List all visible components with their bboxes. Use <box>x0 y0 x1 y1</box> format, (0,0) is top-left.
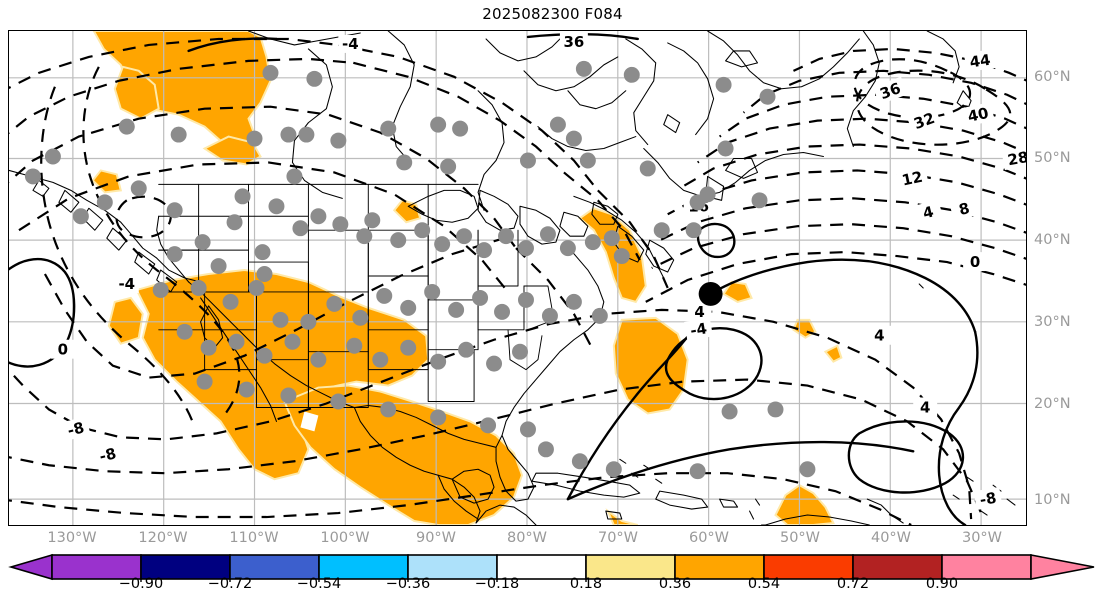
lat-tick-60n: 60°N <box>1034 69 1071 85</box>
contour-label: -8 <box>66 418 86 439</box>
lon-tick-60w: 60°W <box>688 530 730 546</box>
colorbar-tick: 0.18 <box>569 576 603 592</box>
lat-tick-10n: 10°N <box>1034 492 1071 508</box>
colorbar-tick: 0.54 <box>747 576 781 592</box>
lon-tick-130w: 130°W <box>47 530 97 546</box>
lon-tick-30w: 30°W <box>961 530 1003 546</box>
contour-label: 28 <box>1006 148 1026 169</box>
lon-tick-70w: 70°W <box>597 530 639 546</box>
map-canvas: -4 36 44 40 36 32 28 12 16 8 4 0 -4 0 -8… <box>9 31 1026 525</box>
lon-tick-100w: 100°W <box>320 530 370 546</box>
colorbar-extend-min-arrow <box>8 553 53 581</box>
contour-label: 44 <box>969 51 992 72</box>
lon-tick-50w: 50°W <box>779 530 821 546</box>
contour-label: -8 <box>978 489 997 510</box>
contour-label: -8 <box>98 444 118 465</box>
tropical-cyclone-marker[interactable] <box>698 281 723 306</box>
contour-label: 40 <box>966 104 990 126</box>
colorbar-tick: 0.90 <box>925 576 959 592</box>
lat-tick-20n: 20°N <box>1034 396 1071 412</box>
contours-solid-positive <box>9 33 979 525</box>
contour-labels: -4 36 44 40 36 32 28 12 16 8 4 0 -4 0 -8… <box>50 33 1026 511</box>
colorbar[interactable]: −0.90 −0.72 −0.54 −0.36 −0.18 0.18 0.36 … <box>0 552 1105 615</box>
lon-tick-120w: 120°W <box>138 530 188 546</box>
colorbar-tick: −0.54 <box>296 576 342 592</box>
colorbar-tick: −0.90 <box>118 576 164 592</box>
contour-label: 0 <box>970 253 980 271</box>
lon-tick-90w: 90°W <box>415 530 457 546</box>
contour-label: 12 <box>900 168 924 190</box>
colorbar-tick: −0.18 <box>474 576 520 592</box>
colorbar-tick: 0.36 <box>658 576 692 592</box>
contour-label: 8 <box>957 199 971 219</box>
contour-label: 4 <box>694 303 704 321</box>
shaded-anomaly-regions <box>91 31 843 525</box>
lon-tick-110w: 110°W <box>229 530 279 546</box>
lat-tick-50n: 50°N <box>1034 150 1071 166</box>
contour-label: 0 <box>58 341 68 359</box>
lat-tick-30n: 30°N <box>1034 314 1071 330</box>
colorbar-tick: 0.72 <box>836 576 870 592</box>
contour-label: 4 <box>920 398 930 416</box>
lon-tick-40w: 40°W <box>870 530 912 546</box>
lon-tick-80w: 80°W <box>506 530 548 546</box>
colorbar-tick: −0.72 <box>207 576 253 592</box>
contour-label: 4 <box>921 203 935 223</box>
chart-title: 2025082300 F084 <box>482 5 623 23</box>
colorbar-swatches <box>8 553 1095 582</box>
contour-label: 36 <box>563 33 584 51</box>
contour-label: 4 <box>874 327 884 345</box>
colorbar-extend-max-arrow <box>1030 554 1095 580</box>
colorbar-tick: −0.36 <box>385 576 431 592</box>
contour-label: -4 <box>689 319 708 340</box>
lat-tick-40n: 40°N <box>1034 232 1071 248</box>
observation-station-dots <box>24 60 816 480</box>
contour-label: -4 <box>118 275 135 293</box>
contour-label: -4 <box>342 35 359 53</box>
map-panel[interactable]: -4 36 44 40 36 32 28 12 16 8 4 0 -4 0 -8… <box>8 30 1027 526</box>
